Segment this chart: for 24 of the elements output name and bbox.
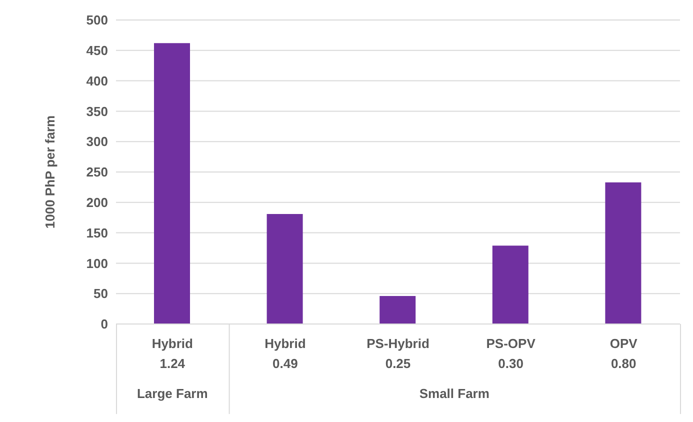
x-tick-label: PS-Hybrid 0.25: [366, 336, 430, 371]
x-tick-label: OPV 0.80: [610, 336, 638, 371]
bar: [492, 246, 528, 324]
x-tick-label: Hybrid 0.49: [264, 336, 306, 371]
bar: [154, 43, 190, 324]
text: Large Farm: [136, 386, 209, 401]
text: Small Farm: [418, 386, 490, 401]
bar: [605, 182, 642, 324]
bar: [380, 296, 416, 324]
y-tick-label: 450: [86, 43, 108, 58]
y-tick-label: 250: [86, 164, 108, 180]
y-tick-label: 200: [86, 195, 108, 210]
y-tick-label: 50: [94, 286, 108, 302]
y-tick-label: 350: [86, 104, 108, 119]
y-tick-label: 300: [86, 134, 108, 150]
y-tick-label: 150: [86, 225, 108, 240]
y-axis-title: 1000 PhP per farm: [42, 115, 58, 229]
y-tick-label: 0: [100, 316, 108, 332]
y-tick-label: 400: [86, 73, 108, 88]
x-tick-label: Hybrid 1.24: [152, 336, 194, 371]
y-tick-label: 100: [86, 256, 108, 271]
y-tick-label: 500: [86, 12, 108, 28]
x-tick-label: PS-OPV 0.30: [486, 336, 536, 371]
bar: [266, 214, 303, 324]
